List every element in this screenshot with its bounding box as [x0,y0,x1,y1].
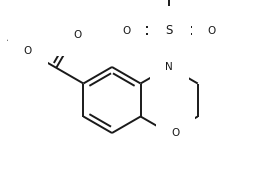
Text: O: O [73,30,81,40]
Text: O: O [122,26,131,36]
Text: S: S [165,24,173,37]
Text: O: O [171,128,179,138]
Text: O: O [24,46,32,56]
Text: O: O [208,26,216,36]
Text: N: N [165,62,173,72]
